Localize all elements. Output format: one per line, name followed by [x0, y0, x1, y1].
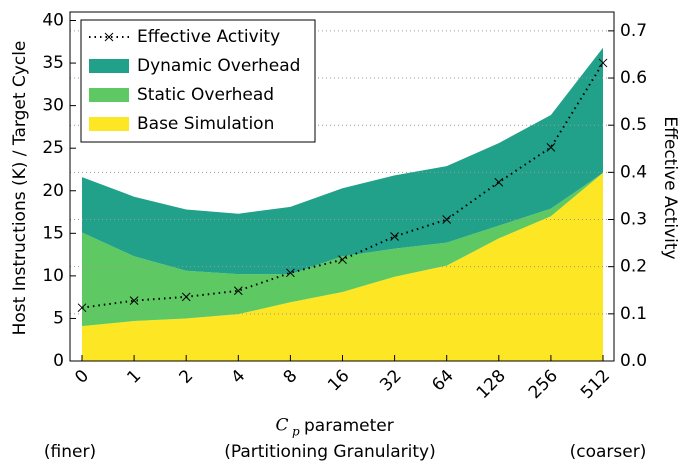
legend-marker: [104, 32, 114, 42]
legend-swatch: [89, 117, 129, 131]
y2-tick-label: 0.2: [620, 257, 647, 277]
marker: [77, 303, 87, 313]
area: [82, 172, 603, 327]
marker: [233, 286, 243, 296]
y-tick-label: 15: [42, 223, 64, 243]
legend-swatch: [89, 88, 129, 102]
y2-tick-label: 0.1: [620, 304, 647, 324]
legend-label: Static Overhead: [137, 85, 274, 105]
y2-tick-label: 0.0: [620, 351, 647, 371]
y2-tick-label: 0.4: [620, 162, 647, 182]
y2-tick-label: 0.6: [620, 68, 647, 88]
marker: [129, 296, 139, 305]
x-tick-label: 2: [175, 366, 197, 388]
x-tick-label: 4: [228, 366, 250, 388]
x-axis-label: parameter: [304, 416, 394, 436]
x-tick-label: 32: [376, 366, 405, 395]
x-tick-label: 16: [324, 366, 353, 395]
y-tick-label: 25: [42, 138, 64, 158]
y2-tick-label: 0.7: [620, 21, 647, 41]
legend-label: Dynamic Overhead: [137, 56, 300, 76]
y-tick-label: 20: [42, 181, 64, 201]
annotation: (finer): [44, 442, 96, 462]
x-axis-symbol: C: [275, 416, 288, 436]
y-tick-label: 30: [42, 96, 64, 116]
legend-label: Effective Activity: [137, 27, 280, 47]
marker: [494, 177, 504, 187]
plot-frame: [69, 11, 615, 362]
x-tick-label: 64: [428, 366, 457, 395]
marker: [390, 232, 399, 241]
y-tick-label: 0: [53, 351, 64, 371]
y2-tick-label: 0.5: [620, 115, 647, 135]
area: [82, 172, 603, 361]
y-tick-label: 35: [42, 53, 64, 73]
y2-tick-label: 0.3: [620, 210, 647, 230]
y-tick-label: 5: [53, 308, 64, 328]
annotation: (Partitioning Granularity): [224, 442, 436, 462]
x-tick-label: 8: [280, 366, 302, 388]
marker: [598, 58, 608, 68]
x-tick-label: 1: [123, 366, 145, 388]
marker: [286, 268, 295, 278]
x-tick-label: 128: [473, 366, 510, 403]
y-tick-label: 10: [42, 266, 64, 286]
legend-label: Base Simulation: [137, 114, 274, 134]
marker: [181, 292, 191, 302]
legend-swatch: [89, 59, 129, 73]
marker: [442, 215, 452, 224]
legend: Effective Activity Dynamic Overhead Static…: [80, 19, 316, 143]
y2-axis-label: Effective Activity: [660, 116, 680, 259]
annotation: (coarser): [570, 442, 647, 462]
x-tick-label: 256: [525, 366, 562, 403]
y-axis-label: Host Instructions (K) / Target Cycle: [10, 41, 30, 336]
line: [81, 62, 604, 309]
x-tick-label: 512: [577, 366, 614, 403]
y-tick-label: 40: [42, 11, 64, 31]
x-axis-subscript: p: [292, 425, 300, 439]
x-tick-label: 0: [71, 366, 93, 388]
area: [82, 47, 603, 275]
marker: [546, 143, 556, 152]
marker: [338, 255, 347, 264]
